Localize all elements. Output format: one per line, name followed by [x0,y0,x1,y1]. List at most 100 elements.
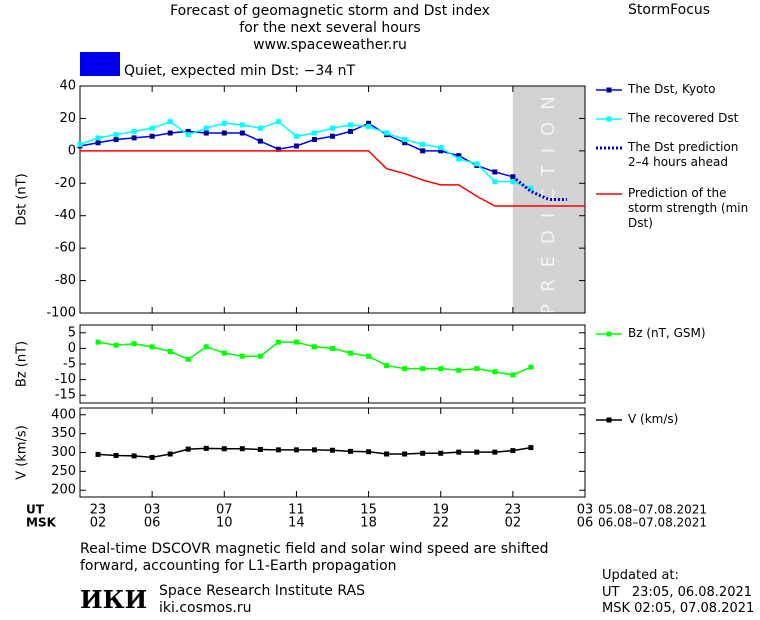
marker [402,451,408,457]
marker [77,141,83,147]
marker [402,366,408,372]
marker [311,137,317,143]
frame [79,85,586,314]
marker [257,446,263,452]
title-line: Forecast of geomagnetic storm and Dst in… [170,3,490,19]
marker [149,125,155,131]
x-tick-label: 23 [90,503,107,518]
marker [275,447,281,453]
status: Quiet, expected min Dst: −34 nT [124,63,356,79]
legend-entry: The recovered Dst [628,111,739,125]
updated-ut: UT 23:05, 06.08.2021 [602,585,753,600]
marker [149,454,155,460]
x-tick-label-msk: 22 [432,516,449,531]
marker [384,130,390,136]
y-tick-label: -5 [63,357,76,372]
ut-range: 05.08–07.08.2021 [598,503,707,517]
marker [131,128,137,134]
y-tick-label: -60 [55,241,76,256]
x-tick-label-msk: 14 [288,516,305,531]
marker [167,119,173,125]
marker [348,448,354,454]
marker [330,133,335,139]
marker [149,344,155,350]
x-tick-label-msk: 10 [216,516,233,531]
marker [185,446,191,452]
marker [257,138,263,144]
x-tick-label: 15 [360,503,377,518]
marker [311,447,317,453]
marker [311,344,317,350]
marker [474,366,480,372]
y-tick-label: 20 [59,111,76,126]
x-tick-label-msk: 06 [144,516,161,531]
marker [384,363,390,369]
marker [420,450,426,456]
marker [185,356,191,362]
x-tick-label-msk: 18 [360,516,377,531]
marker [474,161,480,167]
marker [113,453,119,459]
marker [438,450,444,456]
legend-entry: Bz (nT, GSM) [628,326,706,340]
marker [492,169,498,175]
marker [275,339,281,345]
marker [438,148,444,154]
marker [185,132,191,138]
x-tick-label-msk: 06 [577,516,594,531]
msk-label: MSK [26,516,57,530]
legend-marker [606,417,612,423]
marker [113,132,119,138]
marker [239,353,245,359]
y-axis-label: V (km/s) [15,425,30,480]
legend-marker [606,116,612,122]
marker [528,364,534,370]
title: Forecast of geomagnetic storm and Dst in… [100,3,560,54]
marker [366,353,372,359]
legend-entry: The Dst prediction 2–4 hours ahead [628,140,739,169]
marker [330,345,335,351]
marker [420,366,426,372]
series-line [79,122,514,178]
prediction-label: PREDICTION [538,84,559,314]
marker [492,369,498,375]
site: iki.cosmos.ru [159,600,252,616]
marker [203,445,209,451]
marker [275,119,281,125]
prediction-zone [512,86,585,313]
marker [492,449,498,455]
x-tick-label-msk: 02 [90,516,107,531]
marker [474,449,480,455]
marker [167,451,173,457]
y-tick-label: 5 [68,325,76,340]
marker [95,135,101,141]
marker [528,445,534,451]
marker [293,143,299,149]
msk-range: 06.08–07.08.2021 [598,516,707,530]
marker [95,451,101,457]
marker [510,372,516,378]
series-line [80,150,585,207]
legend-marker [606,331,612,337]
marker [366,124,372,130]
marker [221,446,227,452]
ut-label: UT [26,503,45,517]
x-tick-label: 03 [144,503,161,518]
marker [456,156,462,162]
marker [330,125,335,131]
marker [510,179,516,185]
marker [456,153,462,159]
marker [167,130,173,136]
marker [293,447,299,453]
url: www.spaceweather.ru [253,37,407,53]
y-axis-label: Dst (nT) [15,173,30,225]
marker [384,451,390,457]
y-tick-label: -100 [46,306,76,321]
x-tick-label: 03 [577,503,594,518]
marker [438,366,444,372]
marker [131,135,137,141]
marker [402,137,408,143]
updated: Updated at: [602,568,679,583]
